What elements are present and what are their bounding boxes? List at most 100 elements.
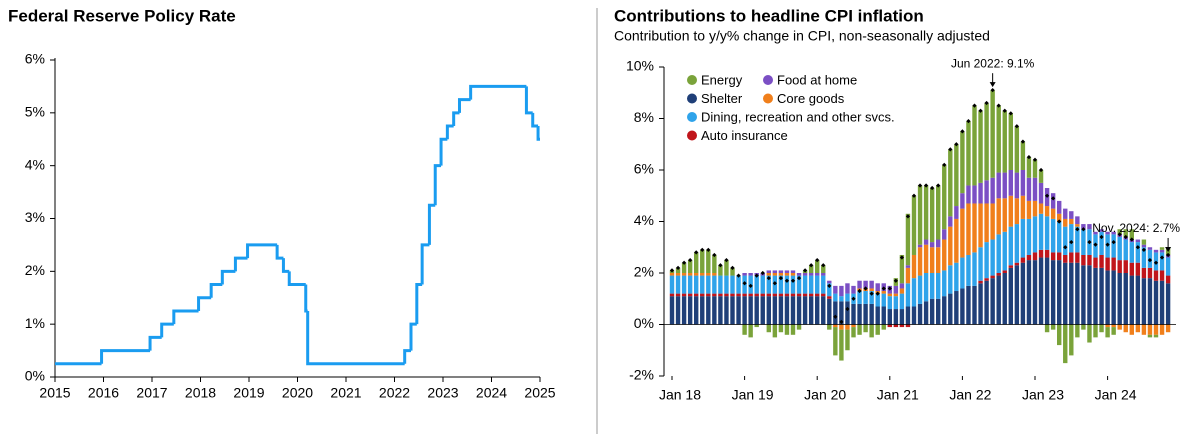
bar-segment [1129,275,1134,325]
y-tick-label: 4% [634,212,654,228]
bar-segment [863,303,868,325]
bar-segment [1014,198,1020,225]
x-tick-label: Jan 23 [1022,387,1064,403]
bar-segment [766,270,771,273]
bar-segment [1081,254,1086,266]
headline-dot [809,263,814,268]
bar-segment [1008,265,1013,268]
bar-segment [1057,200,1062,214]
bar-segment [1032,200,1038,217]
bar-segment [718,296,723,325]
bar-segment [851,324,856,328]
bar-segment [929,247,935,273]
headline-dot [748,283,753,288]
bar-segment [796,275,802,294]
bar-segment [996,273,1001,276]
bar-segment [754,324,759,328]
y-tick-label: 4% [25,156,45,172]
bar-segment [675,296,681,325]
bar-segment [1087,224,1092,230]
bar-segment [923,273,929,302]
headline-dot [851,296,856,301]
bar-segment [978,203,983,248]
bar-segment [972,105,977,186]
bar-segment [772,270,778,273]
bar-segment [694,275,699,294]
bar-segment [869,280,874,289]
bar-segment [960,288,965,325]
bar-segment [1081,229,1086,255]
step-segment [524,86,533,115]
bar-segment [736,296,741,325]
legend-label: Auto insurance [701,128,788,143]
bar-segment [778,275,784,294]
bar-segment [748,296,753,325]
bar-segment [1044,324,1050,333]
headline-dot [1117,232,1122,237]
headline-dot [845,306,850,312]
bar-segment [948,149,953,217]
bar-segment [1075,216,1080,225]
bar-segment [990,177,995,204]
bar-segment [1008,195,1013,227]
chart-title: Contributions to headline CPI inflation [614,6,924,25]
bar-segment [1159,270,1165,281]
y-tick-label: 5% [25,104,45,120]
bar-segment [1038,182,1044,204]
bar-segment [687,260,693,273]
x-tick-label: Jan 18 [659,387,701,403]
bar-segment [911,306,917,325]
bar-segment [1141,239,1147,245]
headline-dot [742,281,747,286]
bar-segment [1002,110,1007,173]
bar-segment [1165,324,1171,333]
bar-segment [881,291,886,294]
bar-segment [833,285,838,294]
bar-segment [917,303,923,325]
bar-segment [996,234,1001,273]
bar-segment [887,296,892,310]
y-tick-label: 0% [634,315,654,331]
bar-segment [1153,324,1159,335]
bar-segment [1026,200,1032,219]
bar-segment [1050,260,1056,325]
headline-dot [936,183,941,188]
bar-segment [1038,203,1044,214]
bar-segment [766,273,771,276]
bar-segment [736,293,741,297]
step-segment [233,256,248,272]
headline-dot [730,265,735,270]
bar-segment [784,270,790,273]
bar-segment [1063,218,1068,227]
bar-segment [887,293,892,297]
bar-segment [942,164,947,230]
bar-segment [1063,208,1068,219]
headline-dot [1075,227,1080,232]
bar-segment [790,293,796,297]
bar-segment [875,324,880,335]
bar-segment [936,298,941,325]
bar-segment [917,247,923,276]
headline-dot [675,265,681,270]
headline-dot [1111,239,1116,245]
bar-segment [1075,226,1080,253]
step-segment [457,98,471,113]
bar-segment [1014,126,1020,173]
headline-dot [1129,237,1134,242]
bar-segment [857,291,862,304]
bar-segment [833,324,838,328]
headline-dot [875,291,880,296]
bar-segment [966,203,971,255]
bar-segment [700,249,705,273]
bar-segment [687,273,693,276]
x-tick-label: 2022 [379,385,410,401]
bar-segment [1141,324,1147,335]
bar-segment [1081,324,1086,330]
bar-segment [833,293,838,302]
headline-dot [815,258,820,263]
step-segment [275,244,284,260]
bar-segment [1105,324,1110,328]
bar-segment [1105,270,1110,325]
bar-segment [942,296,947,325]
